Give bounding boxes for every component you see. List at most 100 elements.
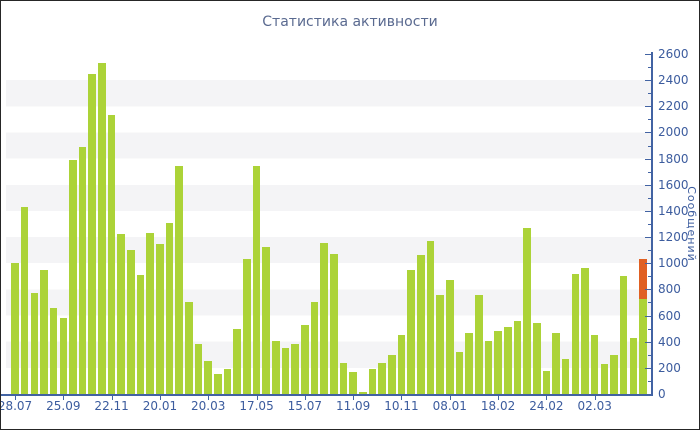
y-axis-title: Сообщений <box>685 186 698 262</box>
bar <box>98 62 106 394</box>
bar <box>445 279 454 394</box>
bar <box>243 259 251 394</box>
bar <box>117 234 126 394</box>
chart-title: Статистика активности <box>262 14 438 30</box>
bar <box>272 341 280 394</box>
y-tick-label: 1400 <box>658 203 689 218</box>
bar <box>11 263 19 394</box>
x-tick <box>159 396 161 400</box>
y-major-tick <box>645 289 651 291</box>
y-major-tick <box>645 210 651 212</box>
y-tick-label: 2400 <box>658 73 689 88</box>
x-tick-label: 22.11 <box>94 399 129 413</box>
bar <box>339 362 348 394</box>
bar <box>49 307 58 394</box>
bar <box>40 269 48 394</box>
x-tick-label: 20.03 <box>191 399 226 413</box>
y-major-tick <box>645 367 651 369</box>
bar <box>127 249 135 394</box>
y-tick-label: 2200 <box>658 99 689 114</box>
y-tick-label: 1000 <box>658 256 689 271</box>
bar <box>571 274 580 394</box>
y-tick-label: 2000 <box>658 125 689 140</box>
bar <box>262 246 270 394</box>
y-axis-line <box>651 52 653 396</box>
y-tick-label: 0 <box>658 387 666 401</box>
bar <box>349 372 357 394</box>
y-minor-tick <box>648 354 651 356</box>
x-tick-label: 28.07 <box>0 399 33 413</box>
bar <box>378 362 386 394</box>
y-tick-label: 2600 <box>658 47 689 61</box>
bar <box>397 334 406 394</box>
bar <box>175 165 184 394</box>
bar <box>494 331 502 394</box>
bar <box>513 320 522 394</box>
y-major-tick <box>645 263 651 265</box>
y-minor-tick <box>648 171 651 173</box>
bar <box>185 302 193 394</box>
y-minor-tick <box>648 197 651 199</box>
x-tick-label: 18.02 <box>480 399 516 413</box>
bar <box>214 374 222 394</box>
x-tick <box>546 396 548 400</box>
bar <box>59 318 68 394</box>
bar <box>455 352 464 394</box>
y-tick-label: 1800 <box>658 151 689 166</box>
bar <box>484 341 493 394</box>
x-tick <box>256 396 258 400</box>
x-tick-label: 25.09 <box>46 399 81 413</box>
x-tick <box>63 396 65 400</box>
x-tick <box>111 396 113 400</box>
bar <box>542 371 551 394</box>
bar <box>503 327 512 394</box>
y-tick-label: 800 <box>658 282 681 297</box>
bar <box>368 368 377 394</box>
plot-area <box>6 54 651 394</box>
x-tick-label: 08.01 <box>432 399 467 413</box>
bar <box>465 333 473 394</box>
x-tick-label: 11.09 <box>335 399 371 413</box>
x-tick-label: 24.02 <box>529 399 564 413</box>
bar <box>426 241 435 394</box>
bar-segment <box>639 298 647 394</box>
bar <box>474 294 483 394</box>
bar <box>523 227 531 394</box>
bar <box>416 255 425 394</box>
y-major-tick <box>645 394 651 395</box>
bar <box>30 293 39 394</box>
bar <box>619 276 628 394</box>
x-tick <box>401 396 403 400</box>
x-tick-label: 17.05 <box>239 399 274 413</box>
y-minor-tick <box>648 328 651 330</box>
bar <box>407 269 415 394</box>
y-tick-label: 1600 <box>658 177 689 192</box>
y-tick-label: 1200 <box>658 230 689 245</box>
bar <box>590 335 599 394</box>
bar <box>629 337 638 394</box>
y-tick-label: 600 <box>658 308 681 323</box>
y-major-tick <box>645 315 651 317</box>
bar <box>252 165 261 394</box>
y-major-tick <box>645 54 651 55</box>
y-major-tick <box>645 132 651 134</box>
y-minor-tick <box>648 93 651 95</box>
bar <box>194 343 203 394</box>
bar <box>281 347 290 394</box>
bar <box>387 355 396 394</box>
x-tick <box>208 396 210 400</box>
x-tick <box>15 396 16 400</box>
bar <box>78 146 87 394</box>
bar <box>146 232 155 394</box>
y-major-tick <box>645 80 651 82</box>
bar <box>359 392 367 394</box>
x-tick-label: 20.01 <box>142 399 178 413</box>
bar <box>330 254 338 394</box>
y-major-tick <box>645 184 651 186</box>
y-minor-tick <box>648 380 651 382</box>
bar <box>532 323 541 394</box>
y-tick-label: 200 <box>658 360 681 375</box>
y-major-tick <box>645 158 651 160</box>
y-major-tick <box>645 237 651 239</box>
